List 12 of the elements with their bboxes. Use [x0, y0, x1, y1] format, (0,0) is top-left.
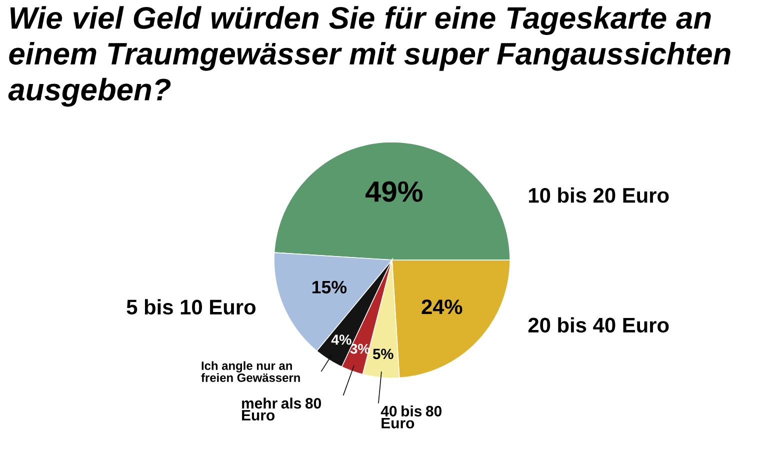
data-label: 4%: [331, 334, 352, 345]
data-label: 5%: [372, 348, 394, 360]
chart-title: Wie viel Geld würden Sie für eine Tageskarte an einem Traumgewässer mit super Fangaussichten ausgeben?: [8, 6, 730, 107]
data-label: 49%: [365, 181, 422, 202]
slice-label: 40 bis 80 Euro: [380, 405, 442, 428]
slice-label: 10 bis 20 Euro: [528, 187, 669, 203]
slice-label: 5 bis 10 Euro: [126, 299, 256, 315]
data-label: 24%: [422, 299, 462, 314]
slice-label: mehr als 80 Euro: [242, 398, 321, 421]
data-label: 15%: [312, 280, 347, 294]
slice-label: Ich angle nur an freien Gewässern: [201, 361, 300, 382]
slice-label: 20 bis 40 Euro: [528, 317, 669, 333]
